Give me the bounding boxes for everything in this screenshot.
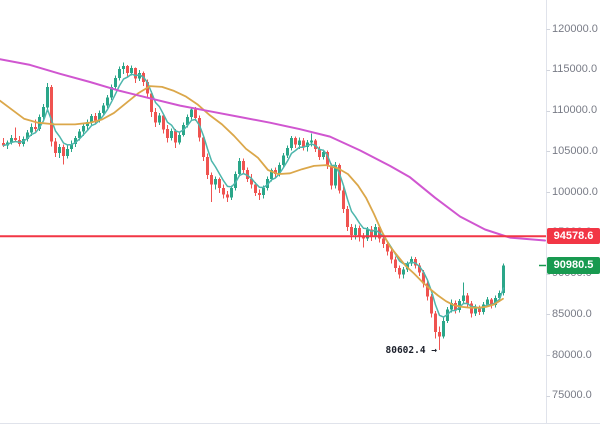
price-tick-label: 75000.0	[552, 389, 592, 402]
candles-layer	[2, 62, 505, 351]
alert-price-label[interactable]: 94578.6	[547, 227, 600, 245]
price-tick-label: 115000.0	[552, 63, 598, 76]
price-tick-label: 105000.0	[552, 144, 598, 157]
low-price-annotation: 80602.4 →	[385, 345, 437, 357]
price-tick-label: 120000.0	[552, 22, 598, 35]
price-tick-label: 80000.0	[552, 348, 592, 361]
price-tick-label: 110000.0	[552, 104, 598, 116]
last-price-label[interactable]: 90980.5	[547, 257, 600, 274]
price-tick-label: 85000.0	[552, 307, 592, 320]
price-tick-label: 100000.0	[552, 185, 598, 198]
ma-mid-line	[0, 85, 504, 309]
ma-fast-line	[2, 73, 505, 318]
ma-slow-line	[0, 58, 546, 242]
